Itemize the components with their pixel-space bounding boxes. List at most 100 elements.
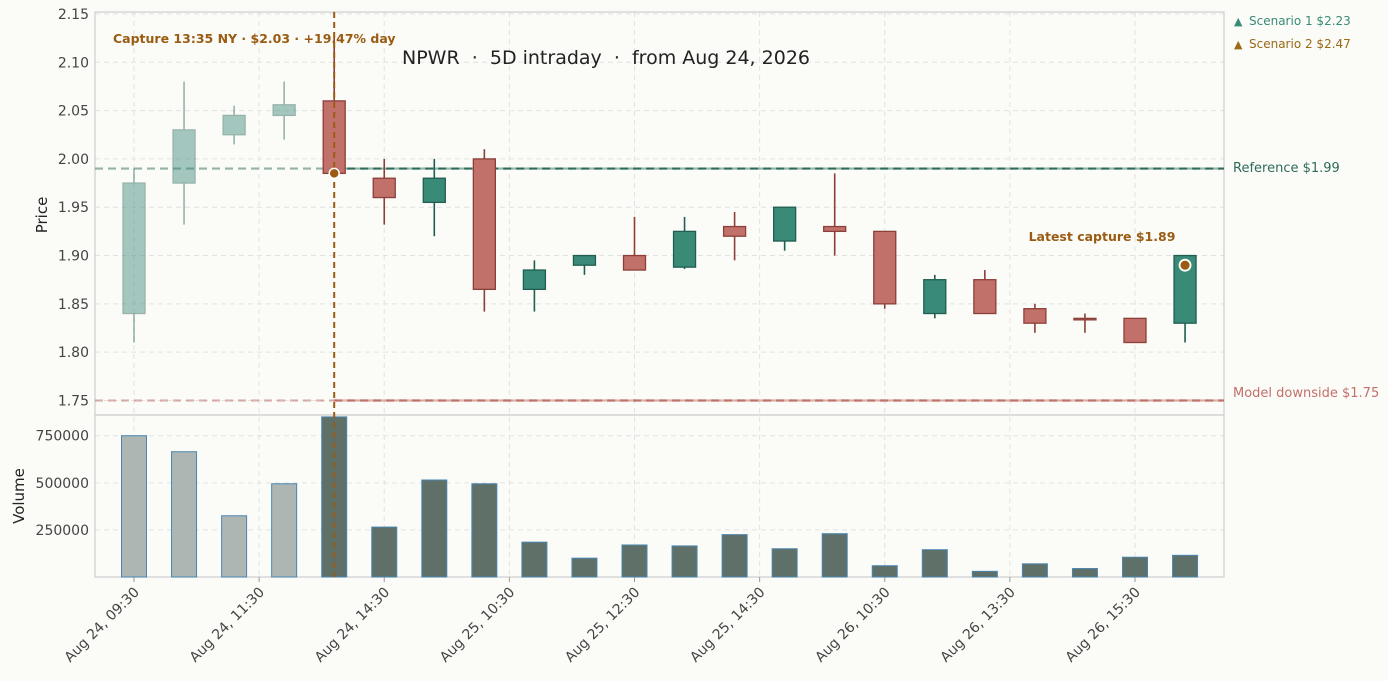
x-tick-label: Aug 25, 14:30 xyxy=(687,585,768,666)
x-tick-label: Aug 26, 13:30 xyxy=(937,585,1018,666)
volume-tick-label: 500000 xyxy=(36,476,89,492)
candle-body xyxy=(1173,254,1197,324)
price-panel-frame xyxy=(94,11,1225,416)
y-axis-label: Price xyxy=(33,197,51,234)
candle-body xyxy=(672,230,697,268)
price-tick-label: 2.05 xyxy=(58,104,89,120)
volume-bar xyxy=(971,570,998,578)
x-tick-label: Aug 25, 12:30 xyxy=(562,585,643,666)
volume-bar xyxy=(821,533,848,578)
candle xyxy=(472,149,497,312)
volume-bar xyxy=(1071,568,1098,578)
chart-title: NPWR · 5D intraday · from Aug 24, 2026 xyxy=(402,47,810,69)
capture-point xyxy=(328,167,340,180)
scenario-2-label: Scenario 2 $2.47 xyxy=(1249,37,1351,51)
candle xyxy=(122,168,146,343)
candle-body xyxy=(923,279,947,315)
price-tick-label: 2.15 xyxy=(58,7,89,23)
volume-bar xyxy=(171,451,198,578)
volume-bar xyxy=(1172,554,1199,578)
candle-body xyxy=(522,269,547,291)
candle xyxy=(973,270,997,315)
candle-body xyxy=(1073,317,1097,321)
volume-bar xyxy=(221,515,248,578)
candle-body xyxy=(422,177,446,204)
volume-tick-label: 750000 xyxy=(36,429,89,445)
volume-bar xyxy=(421,479,448,578)
candle xyxy=(222,105,246,145)
candle xyxy=(873,230,897,309)
candle xyxy=(773,206,797,251)
volume-bar xyxy=(471,483,498,578)
scenario-2-marker: ▲ xyxy=(1234,38,1243,51)
candle-body xyxy=(472,158,497,291)
candle-body xyxy=(272,104,296,117)
candle-body xyxy=(773,206,797,242)
candle xyxy=(272,81,296,140)
price-tick-label: 1.95 xyxy=(58,200,89,216)
scenario-1-label: Scenario 1 $2.23 xyxy=(1249,14,1351,28)
candle xyxy=(1123,317,1147,344)
candle-body xyxy=(873,230,897,305)
capture-markers xyxy=(328,12,1192,577)
candle xyxy=(172,81,196,225)
volume-bar xyxy=(671,545,698,578)
x-tick-label: Aug 24, 09:30 xyxy=(62,585,143,666)
candle-body xyxy=(122,182,146,315)
volume-axis-label: Volume xyxy=(10,468,28,524)
x-tick-label: Aug 24, 11:30 xyxy=(187,585,268,666)
price-tick-label: 2.00 xyxy=(58,152,89,168)
x-tick-label: Aug 26, 15:30 xyxy=(1063,585,1144,666)
candle-body xyxy=(172,129,196,184)
volume-bar xyxy=(371,526,398,578)
candle-body xyxy=(222,114,246,136)
downside-line-label: Model downside $1.75 xyxy=(1233,386,1379,401)
candle xyxy=(823,173,847,256)
price-tick-label: 1.80 xyxy=(58,345,89,361)
volume-bar xyxy=(771,548,798,578)
price-tick-label: 1.85 xyxy=(58,297,89,313)
candle-body xyxy=(973,279,997,315)
price-tick-label: 2.10 xyxy=(58,55,89,71)
x-tick-label: Aug 25, 10:30 xyxy=(437,585,518,666)
candle xyxy=(1073,313,1097,333)
volume-bar xyxy=(1122,556,1148,578)
candle xyxy=(923,274,947,319)
scenario-1-marker: ▲ xyxy=(1234,15,1243,28)
volume-bars xyxy=(121,416,1199,578)
grid-lines xyxy=(95,12,1224,577)
reference-line-label: Reference $1.99 xyxy=(1233,161,1340,176)
capture-annotation: Capture 13:35 NY · $2.03 · +19.47% day xyxy=(113,31,396,46)
candle-body xyxy=(823,225,847,233)
candle xyxy=(722,212,747,261)
candle xyxy=(672,216,697,270)
volume-bar xyxy=(271,483,298,578)
candle-body xyxy=(372,177,396,199)
volume-bar xyxy=(921,549,948,578)
candle xyxy=(372,158,396,225)
latest-capture-annotation: Latest capture $1.89 xyxy=(1029,229,1176,244)
candle xyxy=(622,216,647,271)
candle-body xyxy=(1023,308,1047,324)
candle xyxy=(522,260,547,312)
volume-bar xyxy=(1021,563,1048,578)
volume-tick-label: 250000 xyxy=(36,523,89,539)
price-candles xyxy=(122,33,1197,344)
chart-labels: NPWR · 5D intraday · from Aug 24, 2026 P… xyxy=(10,14,1379,524)
x-tick-label: Aug 26, 10:30 xyxy=(812,585,893,666)
volume-bar xyxy=(521,541,548,578)
volume-bar xyxy=(871,565,898,578)
candle xyxy=(422,158,446,237)
candle-body xyxy=(722,225,747,237)
latest-capture-point xyxy=(1178,258,1192,272)
candle-body xyxy=(622,254,647,271)
candle-body xyxy=(572,254,597,266)
candle xyxy=(1023,303,1047,333)
price-tick-label: 1.75 xyxy=(58,394,89,410)
candle xyxy=(572,254,597,275)
volume-bar xyxy=(121,435,147,578)
volume-bar xyxy=(571,557,598,578)
volume-bar xyxy=(621,544,648,578)
volume-panel-frame xyxy=(94,414,1225,578)
